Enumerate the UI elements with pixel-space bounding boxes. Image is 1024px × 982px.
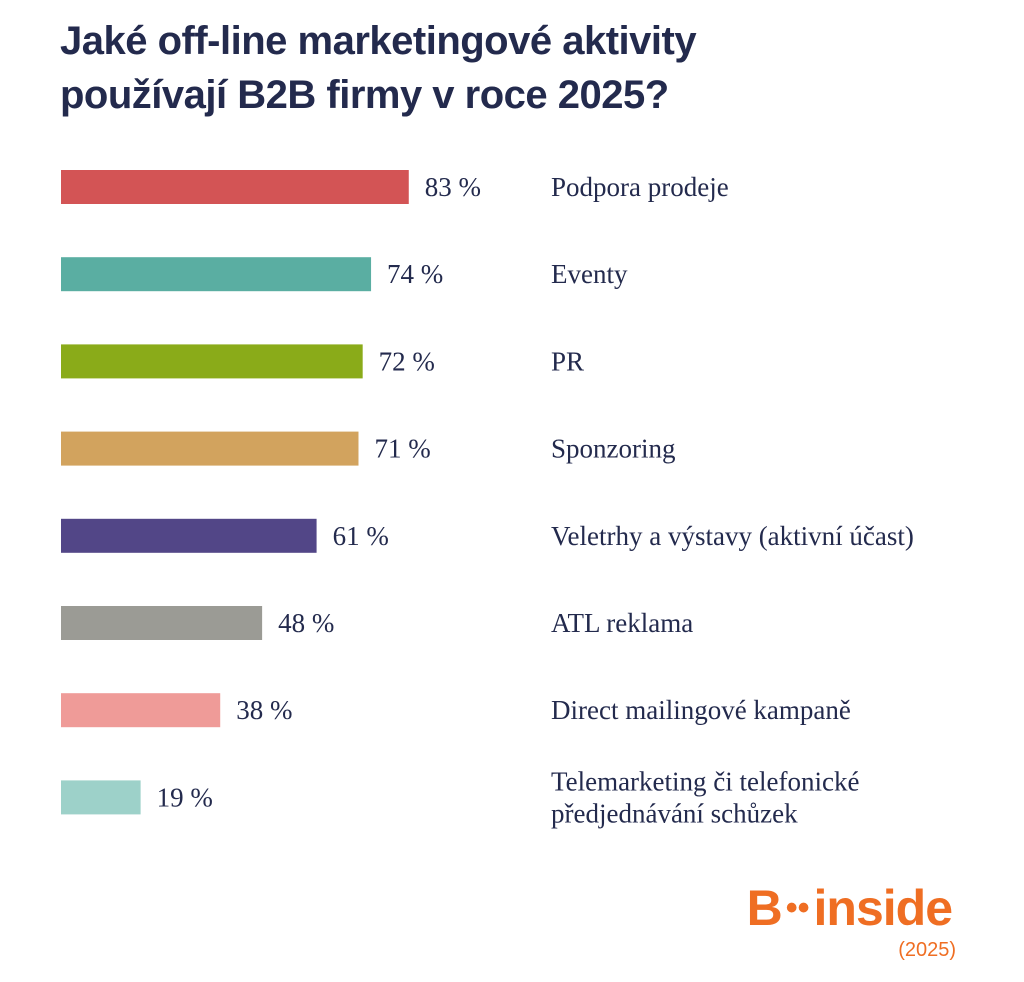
bar: [61, 257, 372, 292]
bar: [61, 344, 363, 379]
value-label: 38 %: [236, 695, 292, 725]
category-label: Sponzoring: [551, 434, 676, 464]
bar: [61, 606, 263, 640]
bar: [61, 431, 359, 466]
chart-title-line-2: používají B2B firmy v roce 2025?: [60, 73, 669, 117]
category-label: PR: [551, 346, 584, 376]
category-label: Direct mailingové kampaně: [551, 695, 851, 725]
binside-logo: B ••inside (2025): [746, 880, 956, 961]
logo-dots: ••: [785, 889, 810, 927]
logo-word-inside: inside: [813, 880, 953, 936]
chart-title: Jaké off-line marketingové aktivity použ…: [60, 14, 960, 122]
logo-year: (2025): [898, 939, 956, 961]
value-label: 71 %: [374, 434, 430, 464]
bar-chart: 83 % Podpora prodeje 74 % Eventy 72 % PR 71 % S…: [61, 170, 914, 828]
chart-title-line-1: Jaké off-line marketingové aktivity: [60, 19, 697, 63]
value-label: 72 %: [379, 346, 435, 376]
value-label: 19 %: [157, 782, 213, 812]
value-label: 48 %: [278, 608, 334, 638]
value-label: 61 %: [333, 521, 389, 551]
bar: [61, 170, 409, 204]
logo-mark: B ••inside: [746, 880, 953, 936]
value-label: 83 %: [425, 172, 481, 202]
bar: [61, 693, 221, 728]
category-label: Podpora prodeje: [551, 172, 729, 202]
category-label: Telemarketing či telefonické: [551, 766, 859, 796]
category-label: předjednávání schůzek: [551, 798, 798, 828]
logo-letter-b: B: [746, 880, 783, 936]
category-label: Eventy: [551, 259, 628, 289]
bar: [61, 518, 317, 553]
category-label: ATL reklama: [551, 608, 693, 638]
bar: [61, 780, 141, 815]
category-label: Veletrhy a výstavy (aktivní účast): [551, 521, 914, 551]
value-label: 74 %: [387, 259, 443, 289]
